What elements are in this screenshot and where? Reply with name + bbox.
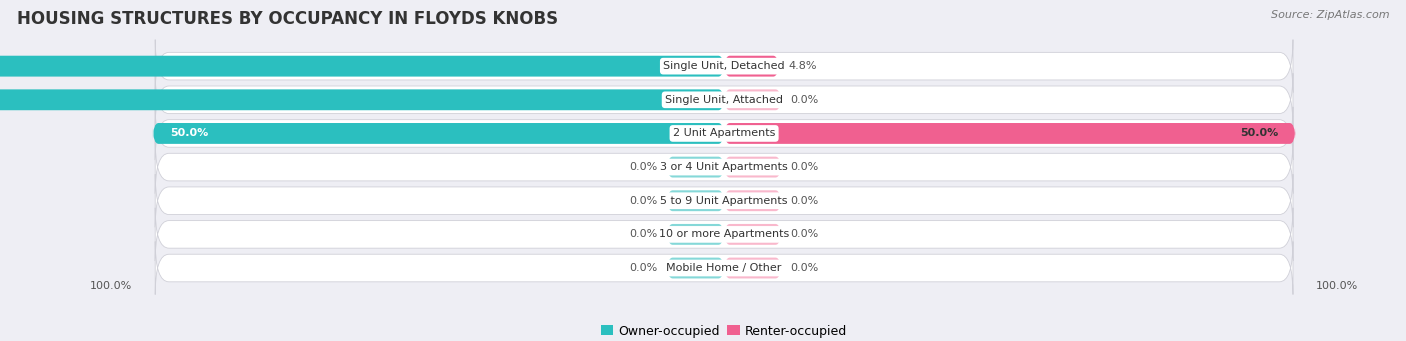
- Text: Mobile Home / Other: Mobile Home / Other: [666, 263, 782, 273]
- FancyBboxPatch shape: [155, 40, 1294, 93]
- Text: Single Unit, Detached: Single Unit, Detached: [664, 61, 785, 71]
- Text: Source: ZipAtlas.com: Source: ZipAtlas.com: [1271, 10, 1389, 20]
- Text: Single Unit, Attached: Single Unit, Attached: [665, 95, 783, 105]
- Text: 0.0%: 0.0%: [790, 162, 818, 172]
- FancyBboxPatch shape: [724, 257, 782, 279]
- Text: 50.0%: 50.0%: [170, 129, 208, 138]
- Text: 2 Unit Apartments: 2 Unit Apartments: [673, 129, 775, 138]
- FancyBboxPatch shape: [155, 208, 1294, 261]
- Text: 5 to 9 Unit Apartments: 5 to 9 Unit Apartments: [661, 196, 787, 206]
- Text: 3 or 4 Unit Apartments: 3 or 4 Unit Apartments: [661, 162, 787, 172]
- FancyBboxPatch shape: [666, 257, 724, 279]
- FancyBboxPatch shape: [153, 123, 724, 144]
- FancyBboxPatch shape: [724, 190, 782, 211]
- FancyBboxPatch shape: [155, 174, 1294, 227]
- Text: 0.0%: 0.0%: [790, 229, 818, 239]
- Text: 4.8%: 4.8%: [787, 61, 817, 71]
- Text: 0.0%: 0.0%: [790, 263, 818, 273]
- FancyBboxPatch shape: [666, 157, 724, 178]
- FancyBboxPatch shape: [724, 224, 782, 245]
- Text: 0.0%: 0.0%: [630, 196, 658, 206]
- FancyBboxPatch shape: [724, 56, 779, 77]
- Text: 0.0%: 0.0%: [630, 162, 658, 172]
- FancyBboxPatch shape: [155, 241, 1294, 295]
- FancyBboxPatch shape: [724, 123, 1295, 144]
- Text: 100.0%: 100.0%: [1316, 281, 1358, 291]
- Text: HOUSING STRUCTURES BY OCCUPANCY IN FLOYDS KNOBS: HOUSING STRUCTURES BY OCCUPANCY IN FLOYD…: [17, 10, 558, 28]
- Text: 10 or more Apartments: 10 or more Apartments: [659, 229, 789, 239]
- Legend: Owner-occupied, Renter-occupied: Owner-occupied, Renter-occupied: [596, 320, 852, 341]
- Text: 0.0%: 0.0%: [630, 229, 658, 239]
- FancyBboxPatch shape: [724, 89, 782, 110]
- FancyBboxPatch shape: [666, 190, 724, 211]
- FancyBboxPatch shape: [0, 56, 724, 77]
- Text: 0.0%: 0.0%: [790, 196, 818, 206]
- Text: 0.0%: 0.0%: [630, 263, 658, 273]
- FancyBboxPatch shape: [0, 89, 724, 110]
- FancyBboxPatch shape: [155, 140, 1294, 194]
- FancyBboxPatch shape: [155, 107, 1294, 160]
- Text: 50.0%: 50.0%: [1240, 129, 1278, 138]
- Text: 100.0%: 100.0%: [90, 281, 132, 291]
- FancyBboxPatch shape: [155, 73, 1294, 127]
- Text: 0.0%: 0.0%: [790, 95, 818, 105]
- FancyBboxPatch shape: [666, 224, 724, 245]
- FancyBboxPatch shape: [724, 157, 782, 178]
